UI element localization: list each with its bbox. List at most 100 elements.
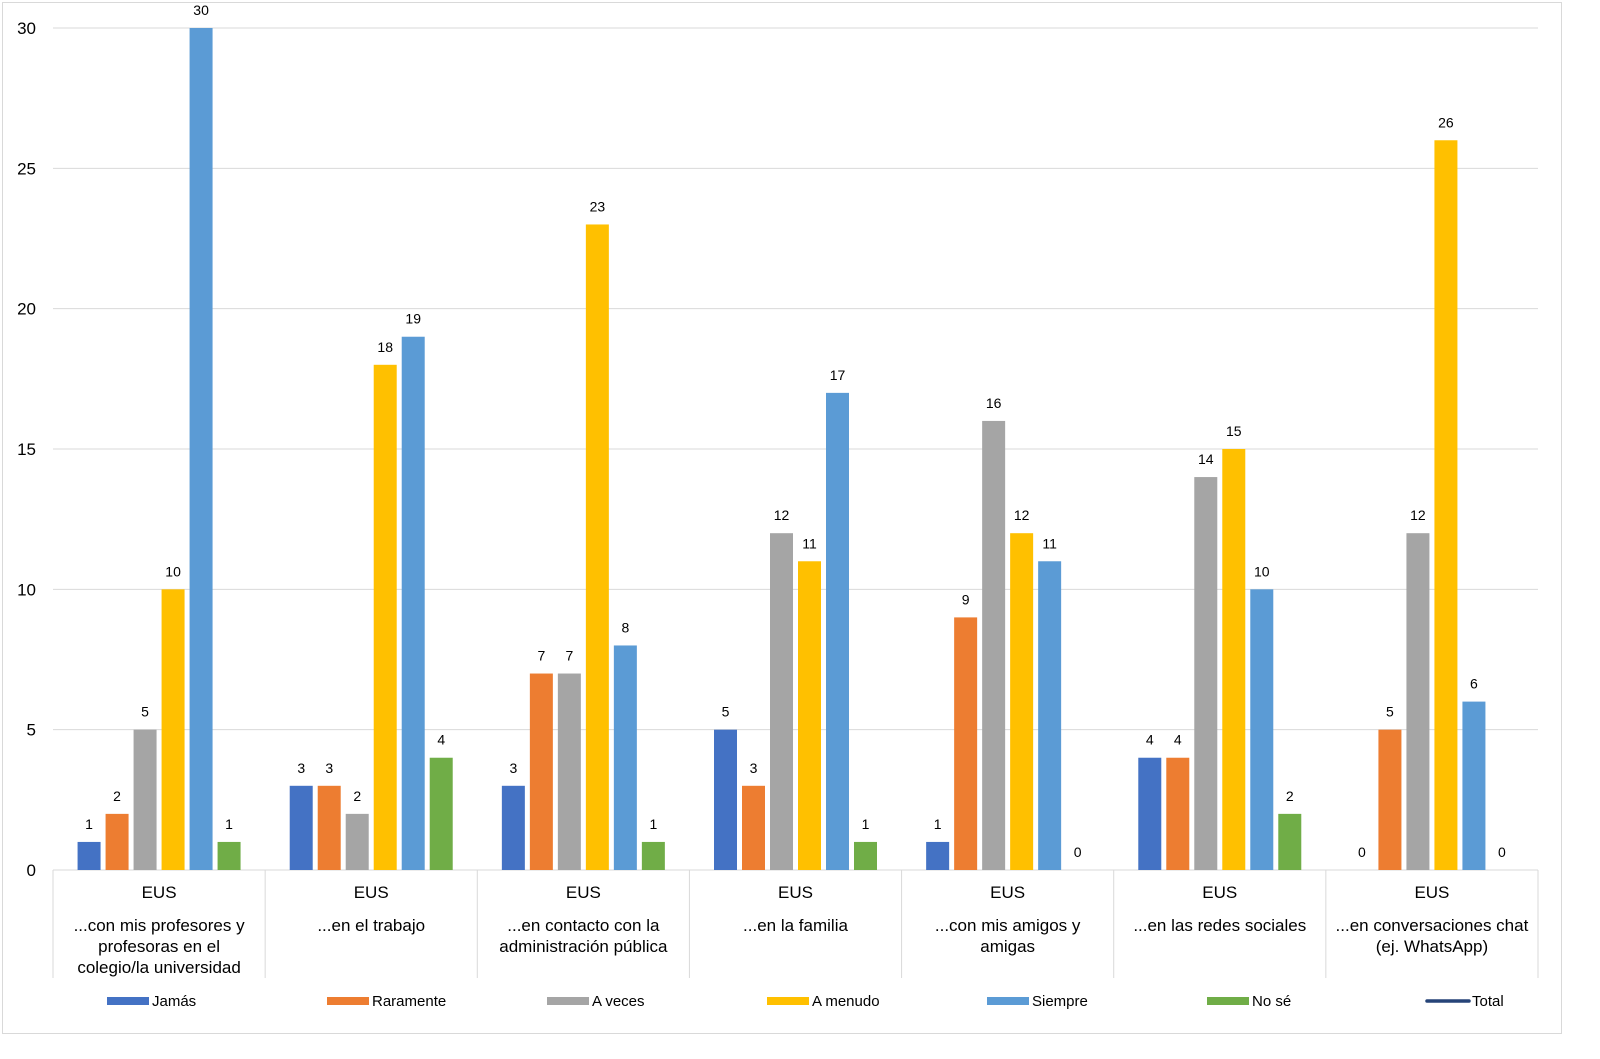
bar — [742, 785, 765, 870]
bar — [217, 841, 241, 870]
bar — [1038, 561, 1062, 870]
data-label: 5 — [722, 704, 730, 720]
bar — [641, 841, 665, 870]
bar — [1250, 589, 1274, 870]
bar — [854, 841, 877, 870]
bar — [1406, 533, 1430, 870]
category-label: administración pública — [499, 937, 668, 956]
bar — [798, 561, 821, 870]
bar — [345, 813, 369, 870]
data-label: 10 — [1254, 563, 1270, 579]
category-group-label: EUS — [354, 883, 389, 902]
y-tick-label: 25 — [17, 159, 36, 178]
category-label: colegio/la universidad — [77, 958, 241, 977]
category-label: ...en contacto con la — [507, 916, 660, 935]
category-group-label: EUS — [1414, 883, 1449, 902]
legend-swatch — [987, 997, 1029, 1005]
legend-label: Jamás — [152, 993, 196, 1010]
data-label: 10 — [165, 563, 181, 579]
bar — [401, 336, 425, 870]
y-tick-label: 0 — [27, 861, 36, 880]
bar — [1166, 757, 1190, 870]
bar — [770, 533, 793, 870]
category-label: (ej. WhatsApp) — [1376, 937, 1488, 956]
category-label: ...en conversaciones chat — [1336, 916, 1529, 935]
bar — [926, 841, 950, 870]
bar — [1378, 729, 1402, 870]
data-label: 1 — [934, 816, 942, 832]
bar — [189, 28, 213, 870]
data-label: 4 — [437, 732, 445, 748]
bar — [1462, 701, 1486, 870]
legend-swatch — [767, 997, 809, 1005]
data-label: 0 — [1498, 844, 1506, 860]
category-group-label: EUS — [142, 883, 177, 902]
bar — [613, 645, 637, 870]
data-label: 19 — [405, 311, 421, 327]
legend-label: A veces — [592, 993, 645, 1010]
data-label: 15 — [1226, 423, 1242, 439]
bar — [373, 364, 397, 870]
data-label: 23 — [590, 198, 606, 214]
bar — [289, 785, 313, 870]
bar — [529, 673, 553, 870]
data-label: 1 — [649, 816, 657, 832]
data-label: 18 — [377, 339, 393, 355]
data-label: 4 — [1174, 732, 1182, 748]
data-label: 6 — [1470, 676, 1478, 692]
bar — [557, 673, 581, 870]
data-label: 0 — [1358, 844, 1366, 860]
data-label: 12 — [774, 507, 790, 523]
data-label: 2 — [113, 788, 121, 804]
data-label: 30 — [193, 2, 209, 18]
bar — [1194, 477, 1218, 870]
y-tick-label: 15 — [17, 440, 36, 459]
bar — [317, 785, 341, 870]
bar — [954, 617, 978, 870]
chart-frame — [2, 2, 1562, 1034]
bar — [585, 224, 609, 870]
legend-label: No sé — [1252, 993, 1291, 1010]
category-label: profesoras en el — [98, 937, 220, 956]
data-label: 7 — [565, 648, 573, 664]
bar — [501, 785, 525, 870]
category-label: ...en el trabajo — [317, 916, 425, 935]
bar — [1278, 813, 1302, 870]
data-label: 3 — [509, 760, 517, 776]
y-tick-label: 30 — [17, 19, 36, 38]
bar — [1222, 449, 1246, 870]
data-label: 5 — [1386, 704, 1394, 720]
legend-swatch — [547, 997, 589, 1005]
category-label: ...con mis amigos y — [935, 916, 1081, 935]
bar — [714, 729, 737, 870]
data-label: 14 — [1198, 451, 1214, 467]
data-label: 1 — [862, 816, 870, 832]
data-label: 11 — [802, 535, 817, 551]
y-tick-label: 5 — [27, 721, 36, 740]
bar — [1434, 140, 1458, 870]
data-label: 12 — [1014, 507, 1030, 523]
legend-label: Siempre — [1032, 993, 1088, 1010]
legend-swatch — [327, 997, 369, 1005]
y-tick-label: 20 — [17, 300, 36, 319]
data-label: 7 — [537, 648, 545, 664]
category-label: amigas — [980, 937, 1035, 956]
data-label: 1 — [225, 816, 233, 832]
category-label: ...en la familia — [743, 916, 848, 935]
category-group-label: EUS — [1202, 883, 1237, 902]
bar — [982, 420, 1006, 870]
bar — [826, 392, 849, 870]
data-label: 3 — [750, 760, 758, 776]
data-label: 26 — [1438, 114, 1454, 130]
bar — [1138, 757, 1162, 870]
legend-swatch — [1207, 997, 1249, 1005]
data-label: 2 — [1286, 788, 1294, 804]
category-label: ...con mis profesores y — [74, 916, 246, 935]
data-label: 3 — [325, 760, 333, 776]
data-label: 16 — [986, 395, 1002, 411]
data-label: 11 — [1042, 535, 1057, 551]
bar — [133, 729, 157, 870]
category-group-label: EUS — [778, 883, 813, 902]
data-label: 8 — [621, 619, 629, 635]
